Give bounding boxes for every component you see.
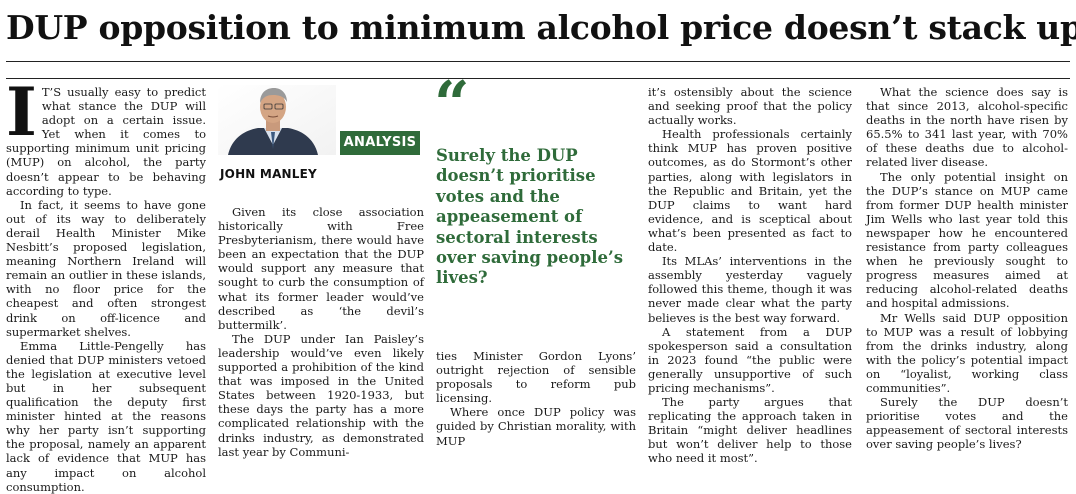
paragraph: Where once DUP policy was guided by Chri… — [436, 405, 636, 448]
paragraph: I T’S usually easy to predict what stance… — [6, 73, 206, 198]
drop-cap: I — [6, 73, 37, 151]
author-photo — [218, 85, 336, 155]
paragraph: A statement from a DUP spokesperson said… — [648, 324, 852, 395]
article-column-1: I T’S usually easy to predict what stance… — [6, 73, 206, 494]
article-column-4: it’s ostensibly about the science and se… — [648, 85, 852, 466]
paragraph: What the science does say is that since … — [866, 85, 1068, 170]
quote-mark-icon: “ — [434, 67, 470, 140]
paragraph: Surely the DUP doesn’t prioritise votes … — [866, 395, 1068, 452]
paragraph: Emma Little-Pengelly has denied that DUP… — [6, 338, 206, 494]
analysis-badge: ANALYSIS — [340, 131, 420, 155]
author-name: JOHN MANLEY — [220, 167, 317, 181]
paragraph: Its MLAs’ interventions in the assembly … — [648, 254, 852, 325]
paragraph: Mr Wells said DUP opposition to MUP was … — [866, 310, 1068, 395]
article-column-3: ties Minister Gordon Lyons’ outright rej… — [436, 349, 636, 448]
headline-rule-bottom — [6, 78, 1070, 79]
paragraph: The only potential insight on the DUP’s … — [866, 169, 1068, 311]
paragraph: The party argues that replicating the ap… — [648, 395, 852, 466]
pull-quote: Surely the DUP doesn’t prioritise votes … — [436, 146, 624, 288]
author-portrait-image — [218, 85, 336, 155]
paragraph: it’s ostensibly about the science and se… — [648, 85, 852, 128]
article-column-5: What the science does say is that since … — [866, 85, 1068, 451]
article-column-2: Given its close association historically… — [218, 205, 424, 459]
paragraph: Given its close association historically… — [218, 205, 424, 332]
paragraph: Health professionals certainly think MUP… — [648, 127, 852, 255]
paragraph: ties Minister Gordon Lyons’ outright rej… — [436, 349, 636, 406]
paragraph: In fact, it seems to have gone out of it… — [6, 197, 206, 339]
headline-rule-top — [6, 61, 1070, 62]
paragraph: The DUP under Ian Paisley’s leadership w… — [218, 331, 424, 459]
headline: DUP opposition to minimum alcohol price … — [6, 8, 1076, 47]
